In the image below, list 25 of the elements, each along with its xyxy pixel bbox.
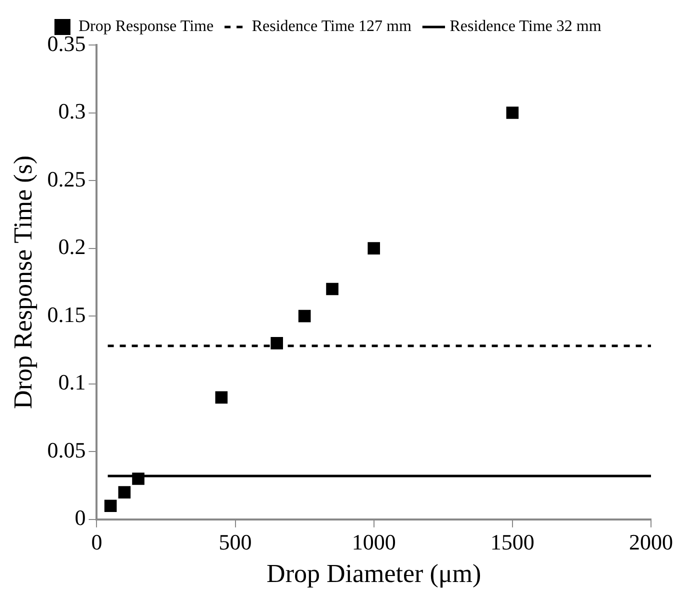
y-tick-label: 0 xyxy=(74,505,86,530)
x-tick-label: 1500 xyxy=(490,529,534,554)
point xyxy=(118,486,131,498)
point xyxy=(132,472,144,485)
point xyxy=(215,391,228,404)
y-tick-label: 0.25 xyxy=(47,166,86,192)
legend-label: Residence Time 127 mm xyxy=(252,18,412,36)
point xyxy=(326,282,338,296)
point xyxy=(298,310,311,322)
x-tick-label: 1000 xyxy=(352,529,396,554)
y-tick-label: 0.3 xyxy=(58,98,86,124)
y-tick-label: 0.05 xyxy=(47,437,86,462)
x-axis-title: Drop Diameter (μm) xyxy=(266,559,482,588)
point xyxy=(270,337,284,350)
legend-label: Residence Time 32 mm xyxy=(450,18,602,36)
point xyxy=(368,242,380,254)
y-tick-label: 0.2 xyxy=(58,234,86,260)
y-tick-label: 0.15 xyxy=(47,302,86,327)
point xyxy=(104,500,117,512)
point xyxy=(506,106,519,119)
y-axis-title: Drop Response Time (s) xyxy=(8,155,38,409)
x-tick-label: 0 xyxy=(91,529,102,554)
y-tick-label: 0.1 xyxy=(58,370,86,395)
x-tick-label: 500 xyxy=(218,529,252,554)
x-tick-label: 2000 xyxy=(629,529,673,554)
